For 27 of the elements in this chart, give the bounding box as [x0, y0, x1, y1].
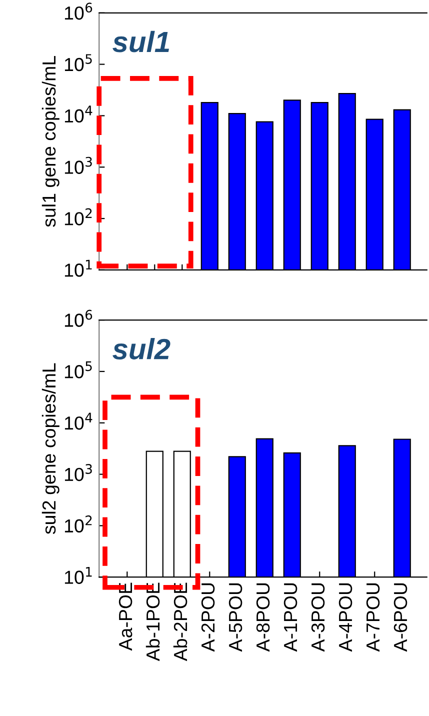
x-tick-label: Ab-1POE [146, 582, 160, 662]
y-tick-label: 10$^{4}$ [64, 106, 92, 123]
x-tick-label: A-7POU [366, 583, 380, 652]
x-tick-label: A-4POU [338, 583, 352, 652]
y-tick-label: 10$^{5}$ [64, 54, 92, 72]
y-tick-label: 10$^{4}$ [64, 412, 92, 430]
chart-title: sul2 [112, 338, 170, 360]
y-tick-label: 10$^{1}$ [64, 567, 92, 584]
y-tick-label: 10$^{3}$ [64, 464, 92, 482]
x-tick-label: A-1POU [284, 583, 298, 652]
y-axis-title: sul2 gene copies/mL [42, 363, 60, 534]
y-tick-label: 10$^{2}$ [64, 208, 92, 226]
chart-title: sul1 [112, 30, 170, 52]
x-tick-label: A-2POU [201, 583, 215, 652]
y-tick-label: 10$^{3}$ [64, 156, 92, 174]
y-axis-title: sul1 gene copies/mL [42, 56, 60, 227]
y-tick-label: 10$^{5}$ [64, 361, 92, 378]
x-tick-label: Aa-POE [118, 582, 132, 651]
y-tick-label: 10$^{6}$ [64, 2, 92, 20]
y-tick-label: 10$^{6}$ [64, 310, 92, 327]
x-tick-label: A-5POU [228, 583, 242, 652]
x-tick-label: A-8POU [256, 583, 270, 652]
x-tick-label: Ab-2POE [173, 582, 188, 662]
x-tick-label: A-6POU [394, 583, 408, 652]
x-tick-label: A-3POU [311, 583, 325, 652]
y-tick-label: 10$^{1}$ [64, 260, 92, 277]
y-tick-label: 10$^{2}$ [64, 515, 92, 533]
